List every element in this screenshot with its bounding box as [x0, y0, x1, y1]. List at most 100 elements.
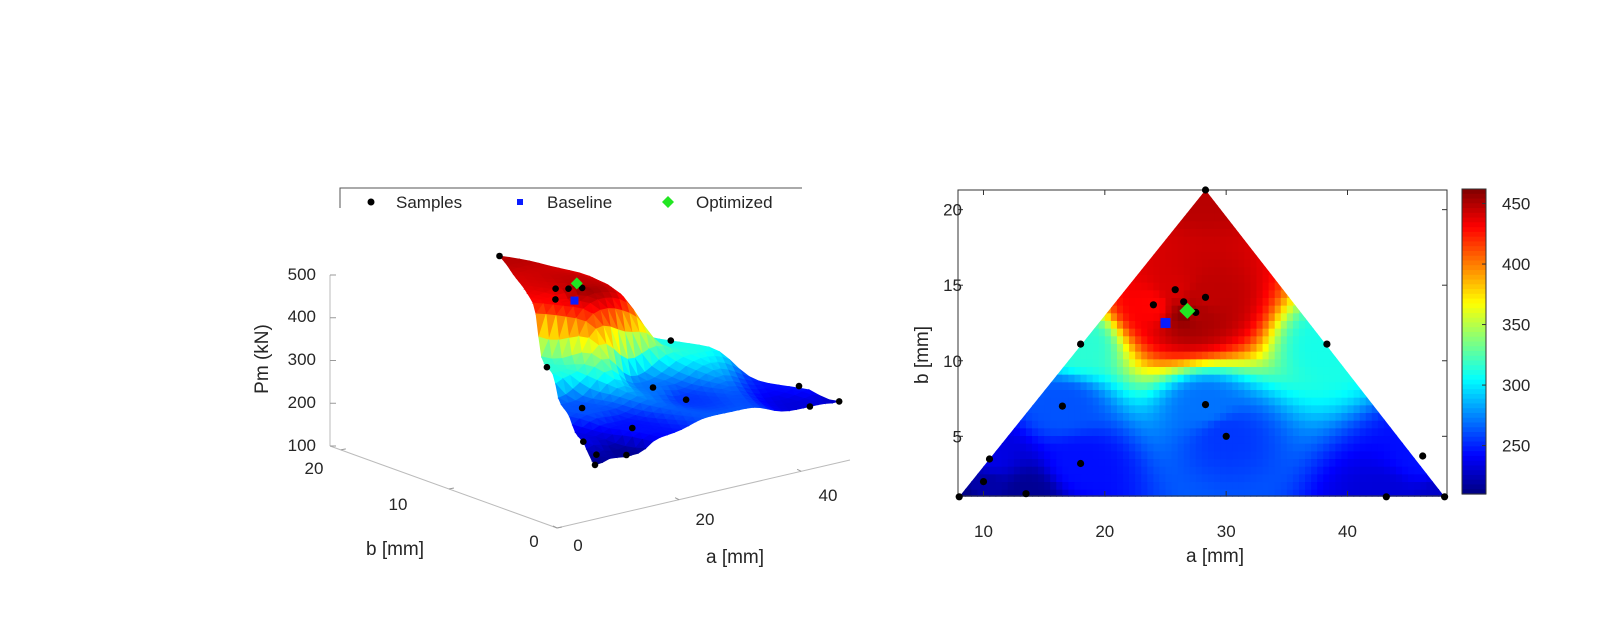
heatmap-cell	[1062, 443, 1070, 452]
heatmap-cell	[965, 374, 972, 383]
surface-sample-point	[835, 398, 843, 405]
colorbar-step	[1462, 255, 1486, 262]
heatmap-cell	[1292, 197, 1300, 206]
heatmap-cell	[1262, 489, 1270, 497]
heatmap-cell	[1056, 404, 1063, 413]
heatmap-cell	[965, 282, 972, 291]
heatmap-cell	[1280, 450, 1288, 460]
heatmap-cell	[1044, 190, 1051, 199]
heatmap-cell	[1086, 320, 1094, 329]
heatmap-cell	[1183, 466, 1191, 475]
heatmap-cell	[1377, 305, 1385, 314]
heatmap-cell	[1183, 228, 1191, 237]
heatmap-cell	[1183, 274, 1191, 283]
heatmap-cell	[1110, 220, 1118, 229]
heatmap-cell	[1250, 435, 1258, 444]
heatmap-cell	[1159, 243, 1167, 252]
heatmap-cell	[1141, 412, 1148, 421]
heatmap-cell	[1086, 450, 1094, 460]
heatmap-cell	[1371, 397, 1379, 406]
heatmap-cell	[1038, 420, 1045, 429]
heatmap-cell	[1389, 328, 1397, 337]
heatmap-cell	[1135, 297, 1142, 306]
heatmap-cell	[1025, 404, 1033, 413]
heatmap-cell	[1262, 358, 1270, 367]
heatmap-cell	[1092, 266, 1100, 275]
heatmap-cell	[1402, 427, 1409, 437]
heatmap-cell	[1238, 351, 1245, 360]
heatmap-cell	[1104, 412, 1112, 421]
heatmap-cell	[1286, 228, 1294, 237]
heatmap-cell	[1244, 197, 1252, 206]
heatmap-cell	[1195, 213, 1203, 222]
heatmap-cell	[1092, 481, 1100, 490]
heatmap-cell	[1323, 251, 1330, 260]
heatmap-cell	[1305, 335, 1312, 344]
heatmap-cell	[1426, 366, 1434, 375]
heatmap-cell	[1056, 236, 1063, 245]
heatmap-cell	[1262, 374, 1270, 383]
heatmap-cell	[1402, 358, 1409, 367]
heatmap-cell	[965, 366, 972, 375]
heatmap-cell	[1286, 481, 1294, 490]
colorbar-step	[1462, 341, 1486, 347]
heatmap-cell	[1001, 466, 1009, 475]
heatmap-cell	[1244, 228, 1252, 237]
heatmap-cell	[1220, 259, 1227, 268]
heatmap-cell	[1365, 473, 1373, 483]
colorbar-step	[1462, 227, 1486, 233]
heatmap-cell	[1396, 366, 1403, 375]
heatmap-cell	[1129, 312, 1136, 321]
heatmap-cell	[1135, 366, 1142, 375]
heatmap-cell	[1007, 404, 1015, 413]
heatmap-cell	[1347, 274, 1355, 283]
surface-tick-labels: 500 400 300 200 100 20 10 0 0 20 40	[288, 265, 838, 555]
heatmap-cell	[1123, 420, 1130, 429]
heatmap-cell	[1050, 374, 1057, 383]
heatmap-cell	[1359, 266, 1367, 275]
surface-sample-point	[667, 337, 675, 344]
heatmap-cell	[1189, 412, 1197, 421]
heatmap-cell	[1153, 243, 1161, 252]
heatmap-cell	[995, 420, 1003, 429]
heatmap-cell	[1038, 374, 1045, 383]
heatmap-cell	[971, 289, 979, 298]
heatmap-cell	[1274, 389, 1282, 398]
heatmap-cell	[983, 220, 991, 229]
heatmap-cell	[1171, 220, 1179, 229]
heatmap-cell	[1426, 389, 1434, 398]
heatmap-cell	[1171, 412, 1179, 421]
heatmap-cell	[1420, 274, 1427, 283]
heatmap-cell	[989, 489, 997, 497]
heatmap-cell	[1032, 481, 1039, 490]
heatmap-cell	[1074, 404, 1082, 413]
heatmap-cell	[1377, 228, 1385, 237]
heatmap-cell	[995, 450, 1003, 460]
heatmap-cell	[1080, 312, 1088, 321]
heatmap-cell	[1201, 282, 1209, 291]
heatmap-cell	[1007, 466, 1015, 475]
heatmap-cell	[1414, 274, 1421, 283]
heatmap-cell	[1286, 259, 1294, 268]
heatmap-cell	[1110, 435, 1118, 444]
heatmap-cell	[1268, 473, 1276, 483]
heatmap-cell	[1426, 489, 1434, 497]
colorbar-step	[1462, 365, 1486, 371]
heatmap-cell	[1165, 450, 1173, 460]
heatmap-cell	[1007, 312, 1015, 321]
heatmap-cell	[1025, 266, 1033, 275]
heatmap-cell	[1183, 289, 1191, 298]
heatmap-cell	[1341, 213, 1349, 222]
heatmap-cell	[1019, 404, 1027, 413]
heatmap-cell	[1420, 389, 1427, 398]
heatmap-cell	[1050, 366, 1057, 375]
heatmap-cell	[1123, 190, 1130, 199]
heatmap-cell	[1171, 358, 1179, 367]
b-tick-label: 10	[389, 495, 408, 514]
heatmap-cell	[1250, 374, 1258, 383]
heatmap-cell	[1305, 466, 1312, 475]
heatmap-cell	[1062, 351, 1070, 360]
heatmap-cell	[1092, 420, 1100, 429]
heatmap-cell	[1019, 251, 1027, 260]
heatmap-cell	[1195, 381, 1203, 390]
